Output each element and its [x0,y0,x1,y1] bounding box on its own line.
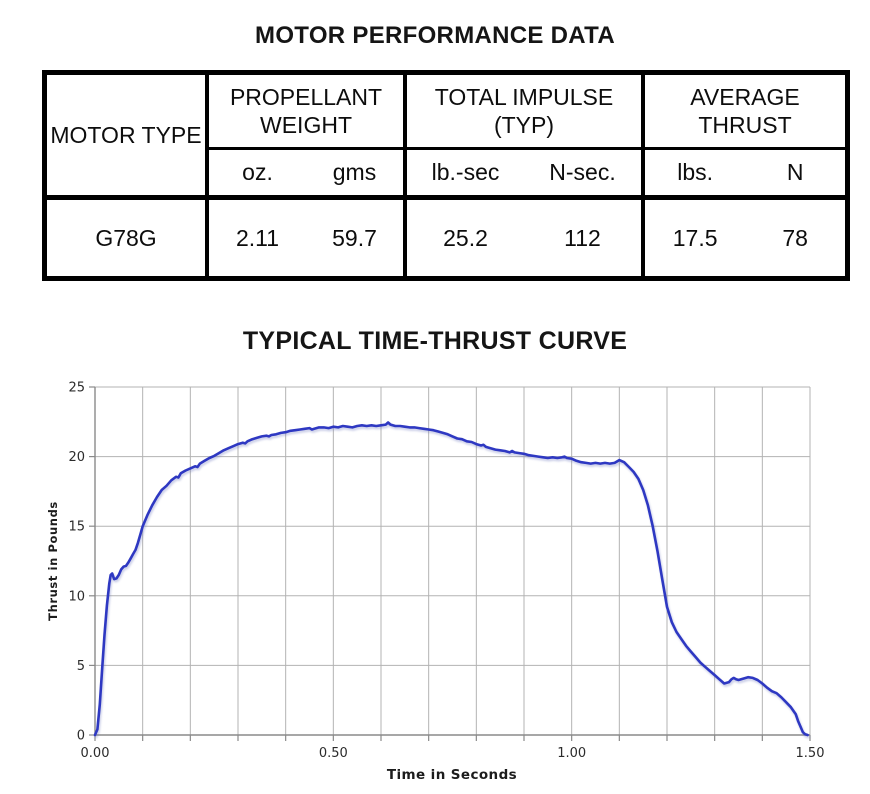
x-tick-label: 0.50 [319,746,348,761]
unit-n: N [745,148,848,200]
y-tick-label: 0 [77,729,85,744]
y-tick-label: 15 [68,520,85,535]
total-impulse-header: TOTAL IMPULSE (TYP) [403,72,643,150]
propellant-weight-header: PROPELLANT WEIGHT [205,72,405,150]
x-tick-label: 1.50 [796,746,825,761]
motor-type-value: G78G [95,224,157,251]
y-tick-label: 5 [77,659,85,674]
time-thrust-chart: 0.00 0.50 1.00 1.50 0 5 10 15 20 25 Thrust in Pou… [0,350,870,794]
unit-n-sec: N-sec. [524,148,643,200]
chart-gridlines [94,386,811,736]
motor-performance-table: MOTOR TYPE PROPELLANT WEIGHT TOTAL IMPUL… [42,70,850,281]
table-row: G78G 2.11 59.7 25.2 112 17.5 78 [45,197,848,279]
y-axis-label: Thrust in Pounds [46,501,60,621]
impulse-nsec-value: 112 [564,224,601,251]
impulse-lbsec-value: 25.2 [403,197,524,279]
thrust-n-value: 78 [782,224,808,251]
y-tick-label: 25 [68,381,85,396]
chart-tick-labels: 0.00 0.50 1.00 1.50 0 5 10 15 20 25 [68,381,824,762]
thrust-curve-line [93,421,809,737]
unit-oz: oz. [205,148,306,200]
motor-type-header: MOTOR TYPE [44,72,207,200]
chart-axes [89,386,811,741]
table-title: MOTOR PERFORMANCE DATA [255,22,615,49]
average-thrust-header: AVERAGE THRUST [641,72,848,150]
unit-lb-sec: lb.-sec [403,148,524,200]
unit-lbs: lbs. [640,148,746,200]
unit-gms: gms [306,148,405,200]
x-tick-label: 0.00 [81,746,110,761]
thrust-lbs-value: 17.5 [640,197,746,279]
x-tick-label: 1.00 [557,746,586,761]
propellant-oz-value: 2.11 [205,197,306,279]
y-tick-label: 10 [68,589,85,604]
x-axis-label: Time in Seconds [387,767,517,783]
y-tick-label: 20 [68,450,85,465]
chart-title: TYPICAL TIME-THRUST CURVE [242,327,628,355]
propellant-gms-value: 59.7 [332,224,377,251]
